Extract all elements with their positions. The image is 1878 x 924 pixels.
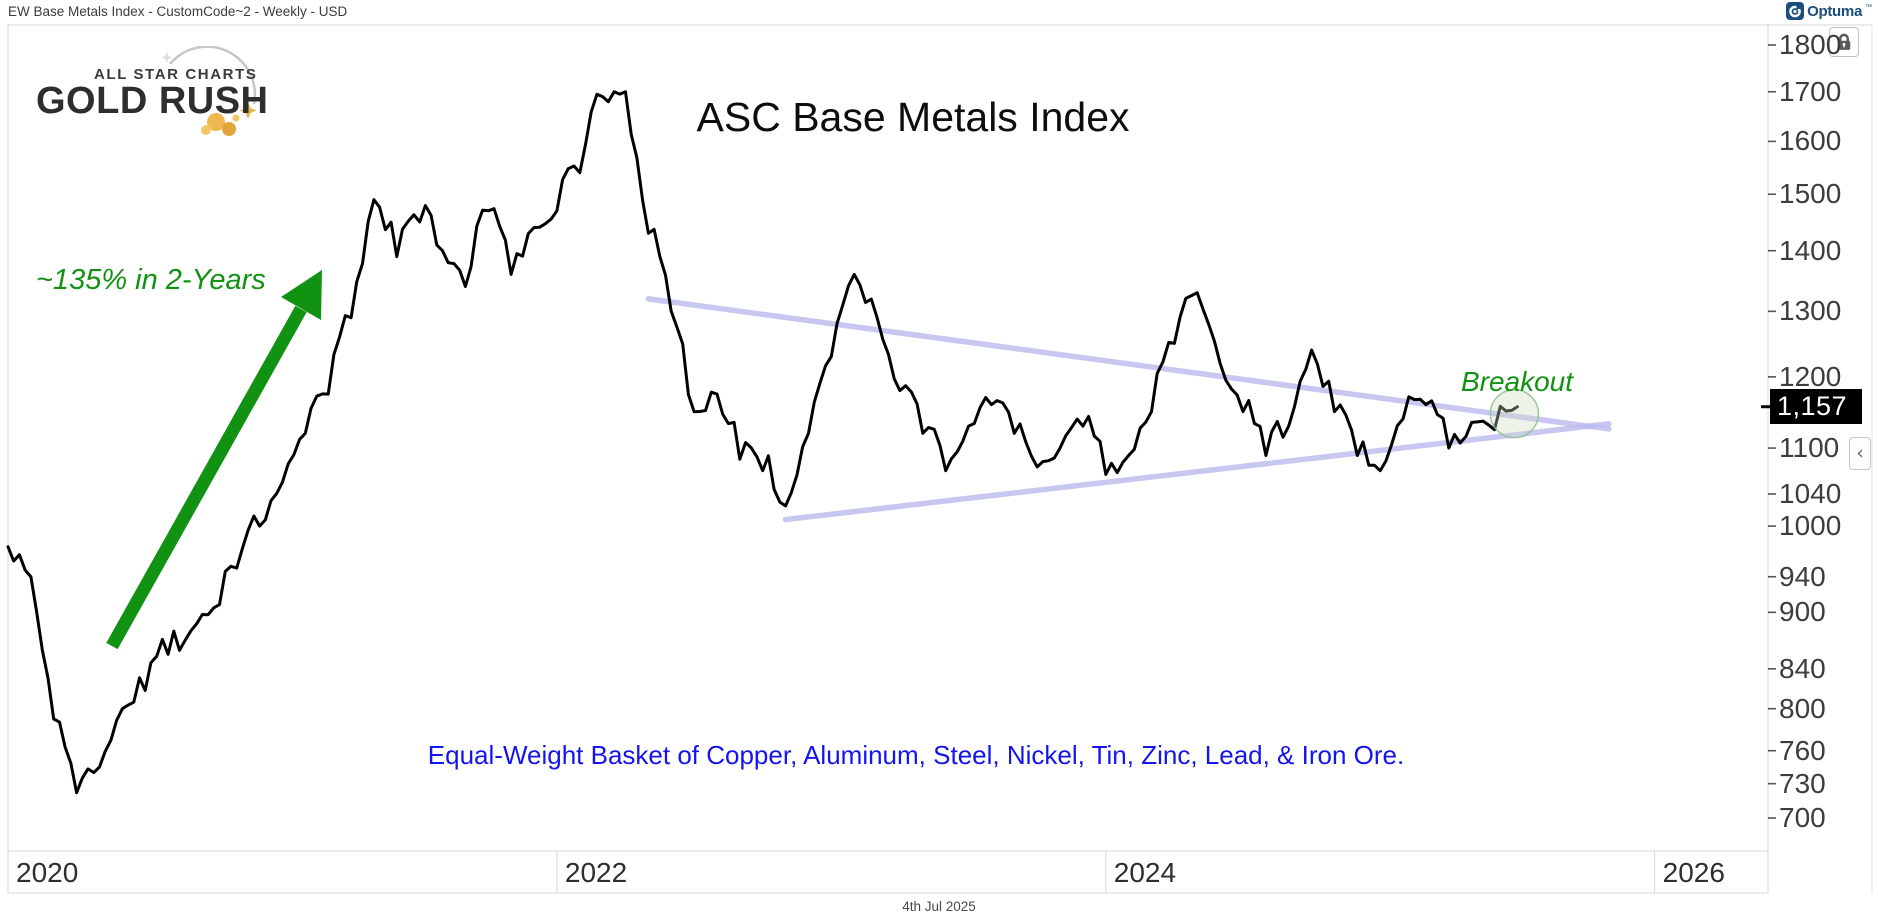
x-axis-band xyxy=(7,850,1769,894)
y-axis-label: 940 xyxy=(1779,560,1826,592)
title-bar: EW Base Metals Index - CustomCode~2 - We… xyxy=(0,0,1878,24)
y-axis-label: 1400 xyxy=(1779,234,1842,266)
x-axis-label: 2020 xyxy=(16,857,79,888)
current-price-badge: 1,157 xyxy=(1770,389,1862,424)
y-axis-label: 700 xyxy=(1779,802,1826,833)
sparkle-icon xyxy=(239,102,257,119)
sparkle-icon xyxy=(161,52,173,63)
y-axis-label: 1700 xyxy=(1779,75,1842,107)
y-axis-label: 1500 xyxy=(1779,178,1842,210)
y-axis-label: 760 xyxy=(1779,734,1826,766)
logo-text-allstarcharts: ALL STAR CHARTS xyxy=(94,66,258,83)
breakout-circle xyxy=(1489,388,1540,439)
chart-main-title: ASC Base Metals Index xyxy=(696,94,1130,140)
y-axis-label: 1040 xyxy=(1779,477,1842,509)
chart-code-title: EW Base Metals Index - CustomCode~2 - We… xyxy=(8,4,348,19)
chevron-left-icon: ‹ xyxy=(1856,442,1864,464)
lock-icon xyxy=(1837,33,1851,50)
gold-nugget-icon xyxy=(201,125,211,135)
optuma-logo: Optuma ™ xyxy=(1786,2,1872,20)
optuma-logo-icon xyxy=(1786,2,1805,20)
y-axis-label: 1800 xyxy=(1779,29,1842,60)
optuma-trademark: ™ xyxy=(1865,3,1872,11)
y-axis-label: 800 xyxy=(1779,692,1826,724)
optuma-brand-name: Optuma xyxy=(1807,2,1862,20)
moon-crescent-icon xyxy=(169,46,257,105)
axis-lock-button[interactable] xyxy=(1829,27,1859,57)
basket-composition-note: Equal-Weight Basket of Copper, Aluminum,… xyxy=(427,740,1405,770)
y-axis-label: 1000 xyxy=(1779,510,1842,542)
x-axis-label: 2022 xyxy=(564,857,628,888)
y-axis-label: 1200 xyxy=(1779,360,1842,392)
y-axis-label: 840 xyxy=(1779,652,1826,684)
x-axis-label: 2024 xyxy=(1113,857,1177,888)
price-line xyxy=(6,90,1519,795)
gain-arrow-head-icon xyxy=(281,270,322,320)
logo-text-goldrush: GOLD RUSH xyxy=(36,80,269,122)
y-axis-label: 730 xyxy=(1779,767,1826,799)
y-axis-label: 1300 xyxy=(1779,295,1842,327)
allstarcharts-gold-rush-logo: ALL STAR CHARTS GOLD RUSH xyxy=(30,46,275,148)
y-axis-label: 900 xyxy=(1779,596,1826,628)
gold-nugget-icon xyxy=(232,114,240,122)
gold-nugget-icon xyxy=(207,113,225,131)
y-axis-label: 1100 xyxy=(1779,432,1840,464)
gain-arrow-shaft xyxy=(106,305,307,650)
collapse-axis-button[interactable]: ‹ xyxy=(1849,437,1871,470)
y-axis-label: 1600 xyxy=(1779,125,1842,157)
gain-annotation-label: ~135% in 2-Years xyxy=(36,264,266,296)
footer-date: 4th Jul 2025 xyxy=(902,899,976,914)
upper-triangle-line xyxy=(645,296,1612,432)
lower-triangle-line xyxy=(782,421,1612,523)
gold-rush-logo-art xyxy=(161,46,257,136)
x-axis-label: 2026 xyxy=(1662,857,1725,888)
gold-nugget-icon xyxy=(222,122,236,136)
breakout-annotation-label: Breakout xyxy=(1460,366,1574,397)
